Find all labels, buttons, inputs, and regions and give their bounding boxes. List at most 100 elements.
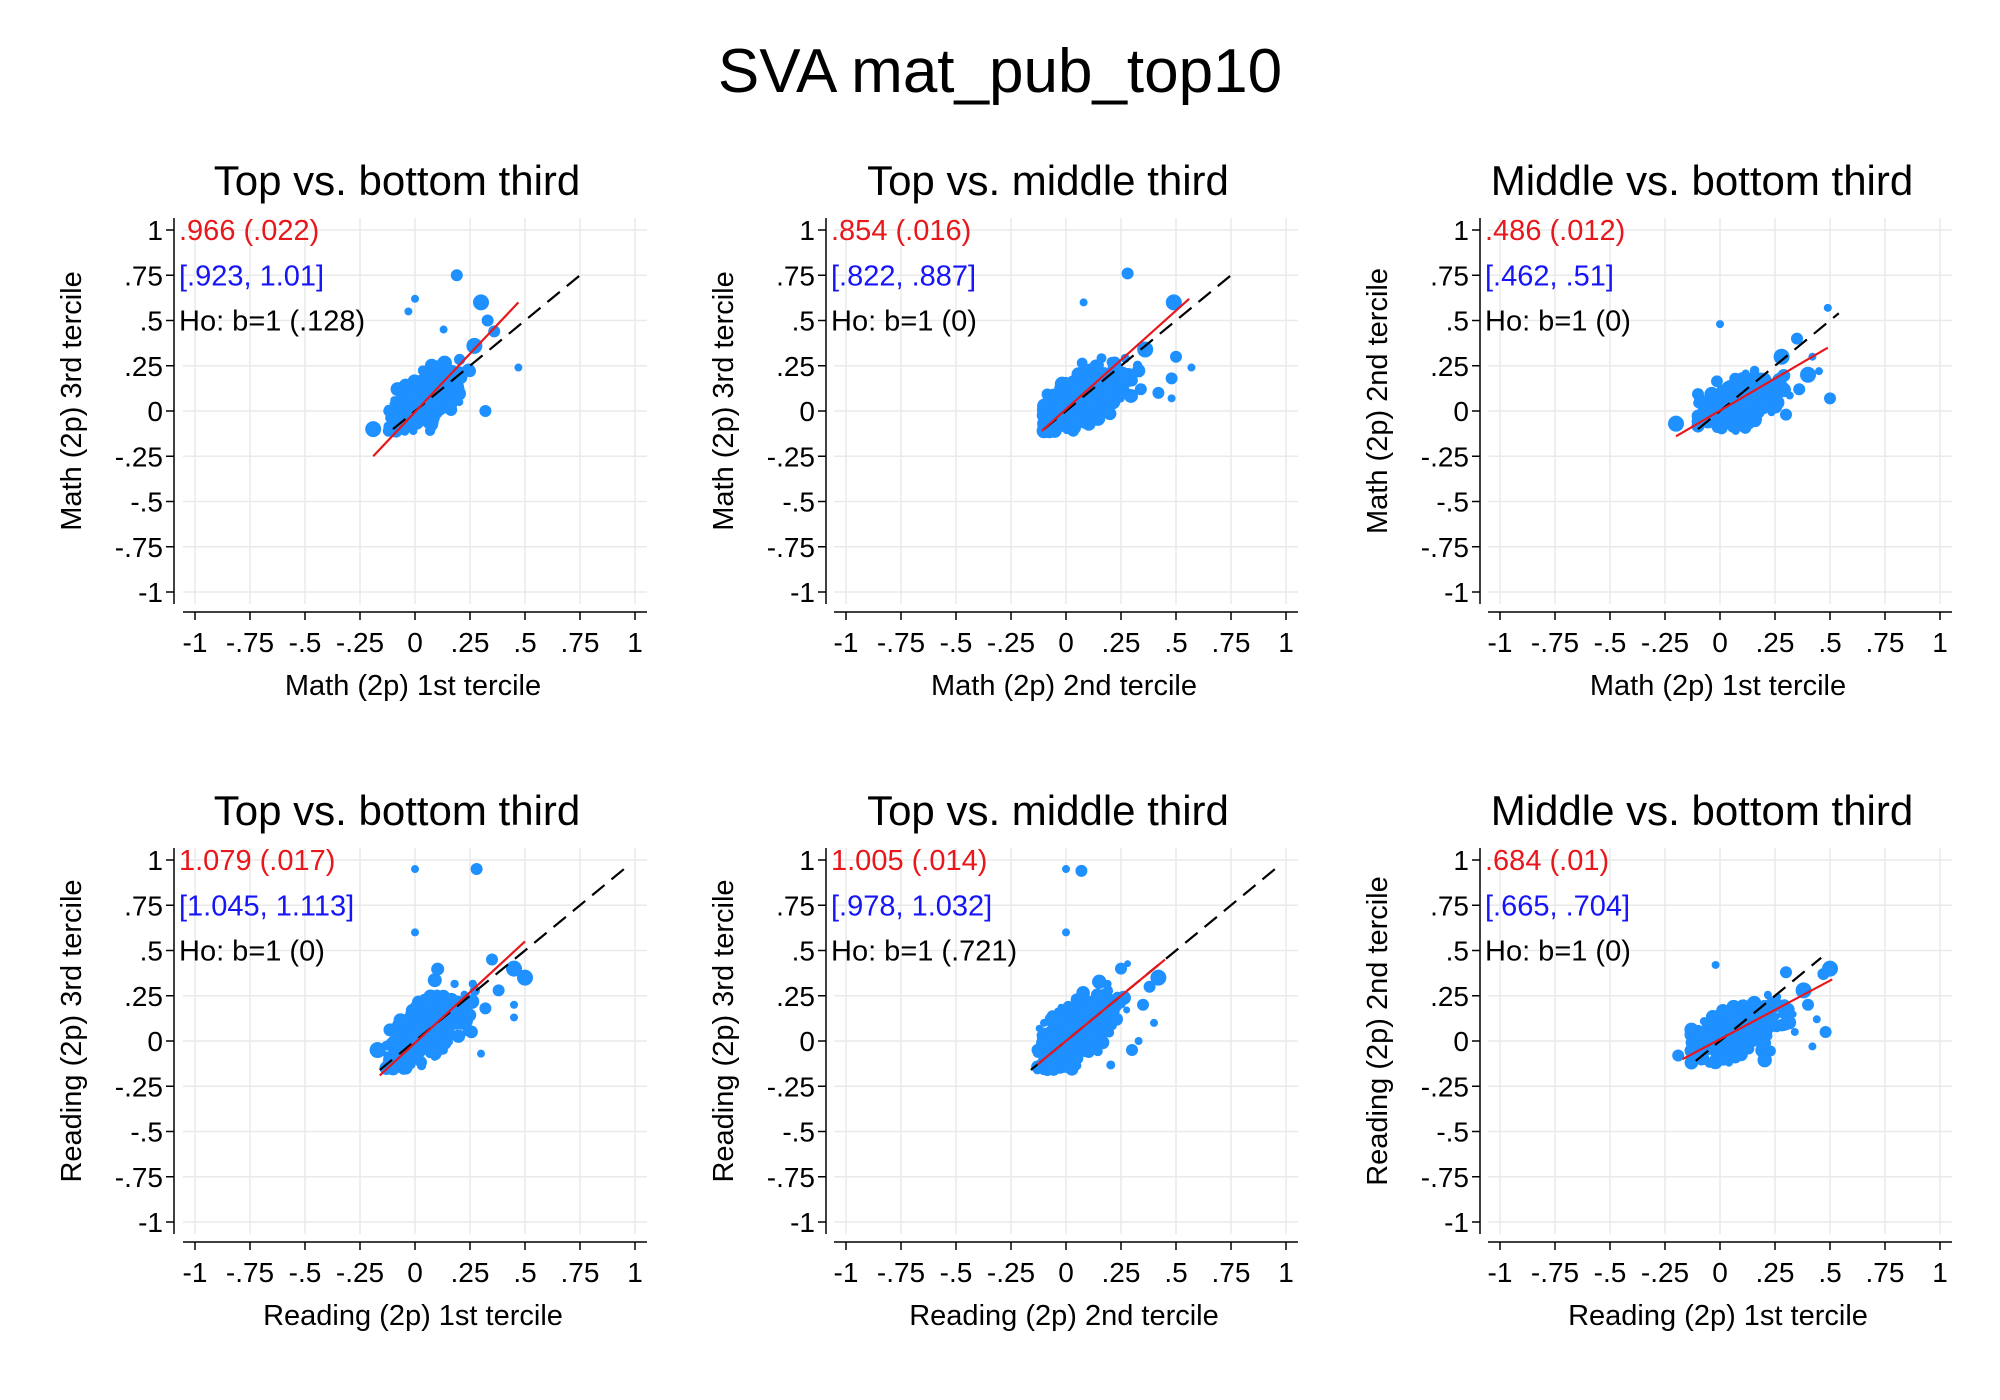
x-tick-label: -1 (1488, 627, 1513, 658)
scatter-point (1733, 1004, 1743, 1014)
y-tick-label: -.25 (115, 1071, 163, 1102)
scatter-point-outlier (1800, 366, 1816, 383)
y-axis-label: Reading (2p) 3rd tercile (708, 879, 740, 1182)
fit-line (1041, 297, 1190, 432)
slope-estimate-text: .684 (.01) (1485, 845, 1609, 877)
scatter-point-outlier (481, 314, 494, 327)
x-tick-label: 0 (407, 1257, 423, 1288)
y-axis-label: Math (2p) 3rd tercile (56, 271, 88, 531)
scatter-point (458, 1014, 466, 1022)
scatter-point (1106, 1060, 1116, 1070)
scatter-point-outlier (517, 969, 533, 986)
scatter-points (1691, 365, 1794, 436)
confidence-interval-text: [.665, .704] (1485, 890, 1630, 922)
scatter-point-outlier (1795, 982, 1812, 999)
scatter-point (427, 973, 442, 988)
y-tick-label: .25 (124, 981, 163, 1012)
x-tick-label: 1 (1932, 1257, 1948, 1288)
slope-estimate-text: .486 (.012) (1485, 215, 1625, 247)
y-tick-label: 0 (799, 396, 815, 427)
hypothesis-test-text: Ho: b=1 (0) (179, 936, 325, 968)
scatter-point (1768, 399, 1783, 414)
scatter-point-outlier (1824, 392, 1836, 405)
confidence-interval-text: [.462, .51] (1485, 260, 1614, 292)
scatter-point (1057, 1048, 1071, 1062)
y-tick-label: -.75 (1421, 1162, 1469, 1193)
confidence-interval-text: [.923, 1.01] (179, 260, 324, 292)
y-axis-label: Reading (2p) 3rd tercile (56, 879, 88, 1182)
scatter-point-outlier (439, 325, 448, 334)
scatter-point-outlier (1137, 341, 1154, 358)
scatter-point (400, 1051, 408, 1059)
scatter-point (1684, 1055, 1699, 1070)
scatter-point-outlier (479, 1002, 492, 1015)
fit-line (372, 301, 520, 458)
y-tick-label: -1 (1444, 1207, 1469, 1238)
scatter-points (379, 962, 480, 1076)
x-axis-label: Reading (2p) 1st tercile (263, 1300, 563, 1332)
scatter-point-outlier (1791, 332, 1803, 345)
scatter-point (387, 1037, 401, 1051)
scatter-point-outlier (1711, 960, 1720, 969)
scatter-point (389, 409, 399, 419)
scatter-point (1076, 986, 1090, 1000)
scatter-point (1076, 1005, 1088, 1017)
scatter-point (428, 382, 441, 396)
y-tick-label: -.75 (115, 1162, 163, 1193)
x-tick-label: -.75 (226, 1257, 274, 1288)
x-tick-label: -.25 (1641, 627, 1689, 658)
x-tick-label: -.25 (987, 627, 1035, 658)
scatter-point-outlier (411, 294, 419, 303)
scatter-point (1778, 1006, 1792, 1020)
y-tick-label: -1 (790, 577, 815, 608)
scatter-point-outlier (1079, 298, 1088, 307)
y-tick-label: .5 (792, 936, 815, 967)
scatter-point-outlier (1817, 968, 1830, 981)
x-tick-label: 0 (407, 627, 423, 658)
scatter-point-outlier (411, 865, 419, 874)
reference-line (1695, 956, 1822, 1062)
scatter-point-outlier (404, 307, 413, 316)
scatter-point-outlier (514, 363, 523, 372)
y-tick-label: .5 (1446, 306, 1469, 337)
scatter-point (1096, 353, 1107, 364)
scatter-point (396, 1025, 409, 1038)
y-tick-label: .25 (124, 351, 163, 382)
scatter-point-outlier (1115, 962, 1127, 975)
y-tick-label: -.75 (115, 532, 163, 563)
x-tick-label: .5 (513, 627, 536, 658)
x-tick-label: 1 (1278, 1257, 1294, 1288)
panel-reading-top-vs-middle: -1 -1 -.75 -.75 -.5 -.5 -.25 -.25 0 0 .25 .25 .5 .5 .7… (708, 787, 1298, 1332)
y-tick-label: 1 (799, 215, 815, 246)
y-tick-label: 0 (1453, 1026, 1469, 1057)
fit-line (1675, 346, 1829, 438)
panel-title: Top vs. bottom third (214, 787, 581, 834)
x-tick-label: .5 (1164, 1257, 1187, 1288)
scatter-points (1031, 960, 1131, 1076)
scatter-point-outlier (1062, 865, 1070, 874)
scatter-point-outlier (1137, 998, 1149, 1011)
scatter-point (1741, 1009, 1750, 1018)
hypothesis-test-text: Ho: b=1 (0) (1485, 306, 1631, 338)
scatter-point-outlier (1165, 294, 1182, 311)
scatter-point (1069, 1016, 1077, 1023)
scatter-point (1742, 409, 1756, 423)
x-tick-label: 0 (1058, 1257, 1074, 1288)
scatter-point (1079, 375, 1088, 384)
scatter-point-outlier (1802, 998, 1814, 1011)
y-tick-label: -.75 (1421, 532, 1469, 563)
y-tick-label: -.25 (1421, 441, 1469, 472)
scatter-point (451, 1029, 466, 1043)
scatter-point-outlier (1668, 415, 1684, 432)
scatter-point-outlier (369, 1042, 386, 1059)
scatter-point (446, 398, 458, 410)
y-tick-label: .25 (776, 981, 815, 1012)
scatter-point (399, 426, 410, 436)
scatter-point-outlier (1187, 363, 1196, 372)
x-tick-label: 1 (627, 627, 643, 658)
scatter-point (382, 425, 395, 437)
scatter-point (1731, 373, 1742, 384)
scatter-point-outlier (1812, 1015, 1821, 1024)
scatter-point (1705, 1029, 1720, 1044)
y-tick-label: 1 (147, 845, 163, 876)
